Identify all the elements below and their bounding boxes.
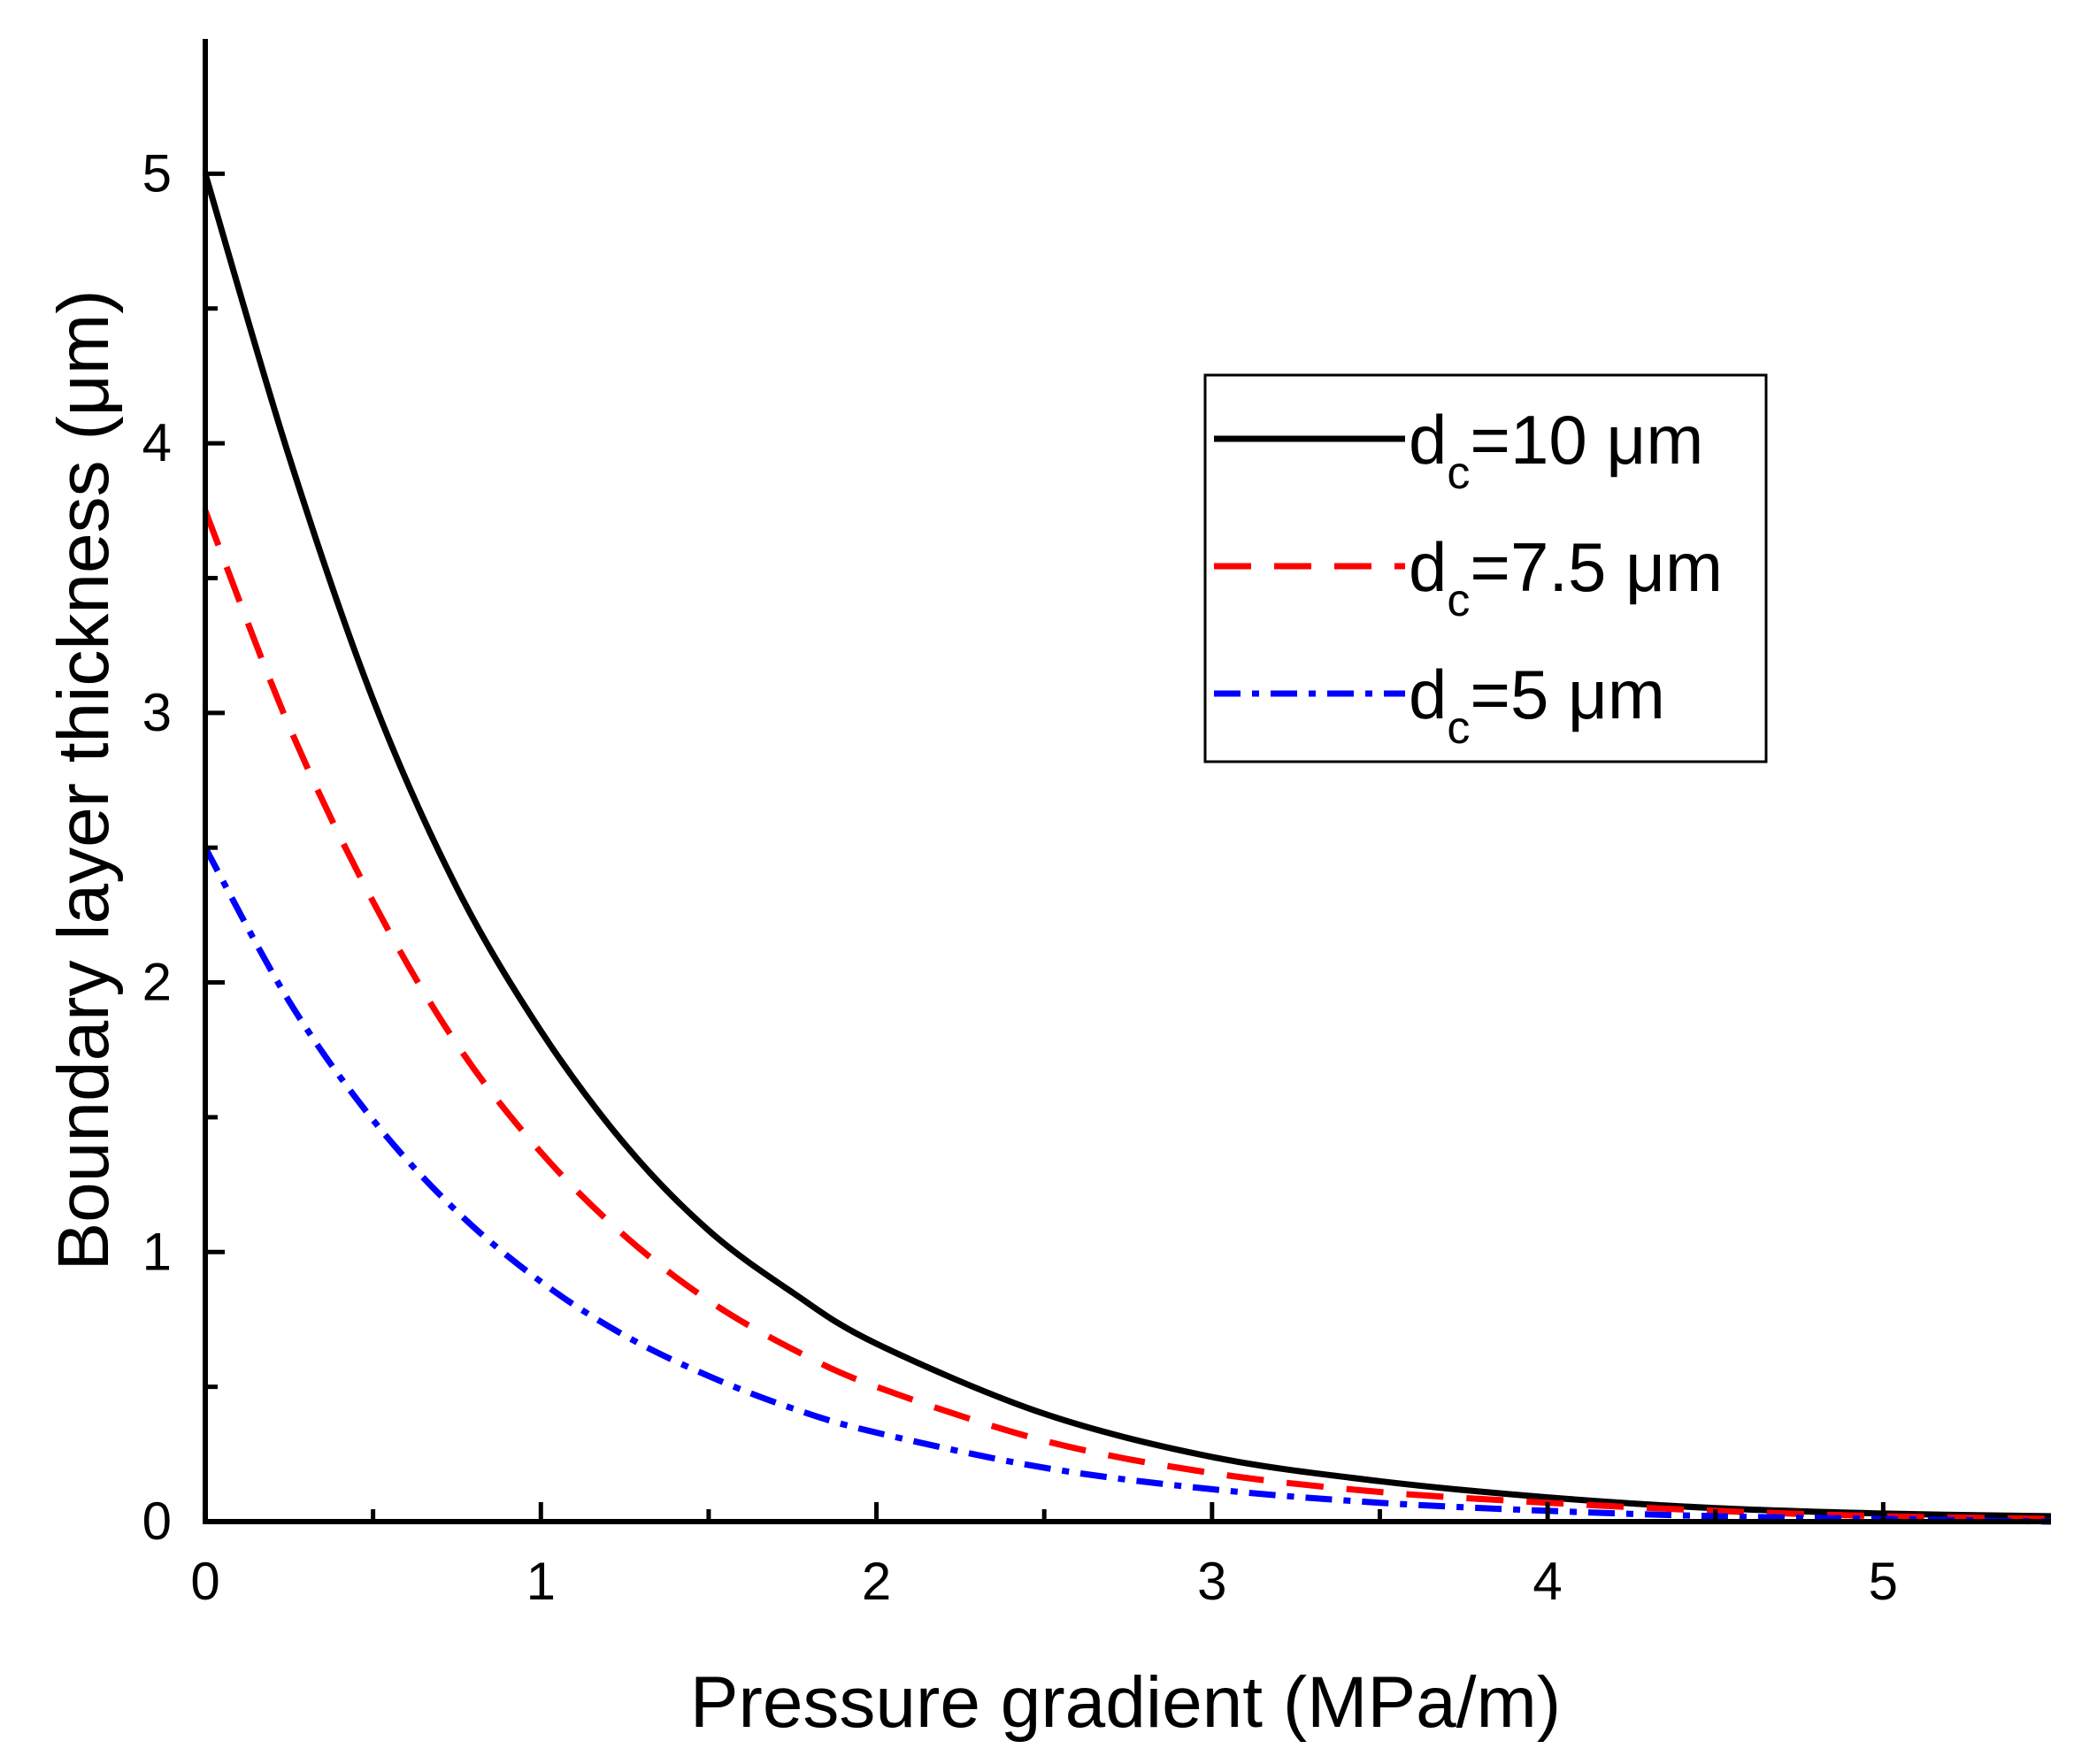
y-axis-title: Boundary layer thickness (μm) xyxy=(43,289,124,1270)
y-tick-label: 2 xyxy=(142,953,172,1012)
x-tick-label: 4 xyxy=(1532,1552,1562,1611)
ticks xyxy=(203,171,1886,1524)
x-tick-label: 3 xyxy=(1197,1552,1226,1611)
axes xyxy=(203,39,2051,1524)
x-tick-label: 2 xyxy=(862,1552,891,1611)
y-tick-label: 0 xyxy=(142,1492,172,1551)
x-tick-label: 5 xyxy=(1869,1552,1898,1611)
series-line-0 xyxy=(202,173,2052,1520)
legend-label-0: dc=10 μm xyxy=(1409,401,1703,499)
y-tick-label: 5 xyxy=(142,143,172,203)
tick-labels: 0 1 2 3 4 5 0 1 2 3 4 5 xyxy=(142,143,1898,1611)
x-axis-title: Pressure gradient (MPa/m) xyxy=(690,1662,1561,1743)
legend-label-2: dc=5 μm xyxy=(1409,656,1665,754)
series-line-2 xyxy=(202,846,2052,1525)
x-tick-label: 1 xyxy=(526,1552,556,1611)
legend-label-1: dc=7.5 μm xyxy=(1409,528,1723,626)
y-tick-label: 3 xyxy=(142,683,172,742)
x-tick-label: 0 xyxy=(190,1552,219,1611)
y-tick-label: 1 xyxy=(142,1222,172,1281)
legend: dc=10 μm dc=7.5 μm dc=5 μm xyxy=(1203,373,1768,763)
y-tick-label: 4 xyxy=(142,413,172,472)
plot-lines xyxy=(202,173,2052,1525)
series-line-1 xyxy=(202,510,2052,1522)
